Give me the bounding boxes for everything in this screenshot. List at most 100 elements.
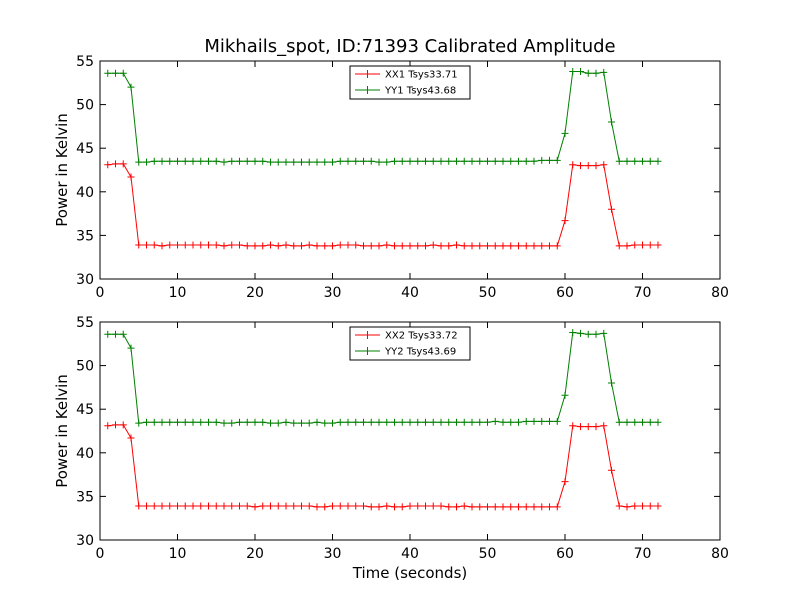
bottom-x-tick-label-8: 80: [711, 546, 729, 562]
top-series-0-point-55: [530, 242, 538, 250]
top-series-1-point-52: [507, 157, 515, 165]
top-series-0-point-23: [282, 241, 290, 249]
top-series-0-point-60: [569, 161, 577, 169]
top-x-tick-label-6: 60: [556, 285, 574, 301]
top-series-0-point-57: [546, 242, 553, 250]
top-series-1-point-44: [445, 157, 453, 165]
top-series-0-point-53: [515, 242, 522, 250]
top-series-1-point-51: [499, 157, 507, 165]
bottom-series-0-point-68: [631, 502, 639, 510]
top-series-1-point-41: [422, 157, 429, 165]
bottom-series-1-point-20: [259, 418, 267, 426]
top-x-tick-label-1: 10: [169, 285, 187, 301]
bottom-series-1-point-16: [228, 419, 236, 427]
top-series-1-point-6: [150, 157, 158, 165]
bottom-x-tick-label-5: 50: [479, 546, 497, 562]
bottom-series-0-point-70: [646, 502, 654, 510]
bottom-series-0-point-38: [398, 503, 406, 511]
top-series-0-point-45: [453, 241, 460, 249]
bottom-series-1-point-24: [290, 419, 298, 427]
bottom-series-0-point-65: [608, 466, 615, 474]
top-series-0-point-28: [321, 242, 329, 250]
bottom-series-1-point-43: [437, 418, 445, 426]
top-series-0-point-10: [181, 241, 189, 249]
top-series-0-point-14: [212, 241, 220, 249]
bottom-series-1-point-25: [298, 419, 305, 427]
top-series-0-point-16: [228, 241, 236, 249]
top-series-0-point-2: [119, 160, 127, 168]
bottom-y-tick-label-5: 55: [76, 315, 94, 331]
bottom-series-0-point-9: [174, 502, 181, 510]
top-series-1-point-21: [267, 158, 274, 166]
top-series-1-point-35: [375, 158, 383, 166]
top-series-1-point-63: [592, 69, 600, 77]
top-series-1-point-1: [112, 69, 119, 77]
bottom-series-0-point-24: [290, 502, 298, 510]
top-ticks: 0 10 20 30 40 50 60 70 80 30 35 40 45 50 55: [76, 54, 729, 301]
top-series-1-point-54: [522, 157, 530, 165]
top-series-1-point-71: [654, 157, 662, 165]
top-x-tick-label-0: 0: [96, 285, 105, 301]
top-series-1-point-11: [189, 157, 197, 165]
bottom-series-0-point-51: [499, 503, 507, 511]
top-series-1-point-33: [360, 157, 367, 165]
bottom-series-1-point-12: [197, 418, 205, 426]
bottom-series-1-point-69: [639, 418, 646, 426]
bottom-series-1-point-67: [623, 418, 631, 426]
top-x-tick-label-2: 20: [246, 285, 264, 301]
top-series-0-point-42: [429, 241, 437, 249]
top-series-1-point-37: [391, 157, 398, 165]
top-series-1-point-66: [615, 157, 623, 165]
bottom-series-0-point-5: [143, 502, 150, 510]
bottom-series-1-point-39: [406, 418, 414, 426]
bottom-series-0-point-52: [507, 503, 515, 511]
top-series-0-point-36: [383, 241, 391, 249]
bottom-series-0-point-34: [367, 503, 375, 511]
bottom-series-0-point-42: [429, 502, 437, 510]
bottom-series-1-point-34: [367, 418, 375, 426]
top-series-0-point-5: [143, 241, 150, 249]
bottom-series-1-point-46: [460, 418, 468, 426]
bottom-series-0-point-2: [119, 421, 127, 429]
bottom-legend: XX2 Tsys33.72 YY2 Tsys43.69: [349, 326, 471, 361]
top-series-0-point-4: [135, 241, 143, 249]
bottom-series-1-point-71: [654, 418, 662, 426]
bottom-series-0-point-22: [274, 502, 282, 510]
bottom-y-axis-label: Power in Kelvin: [53, 374, 71, 488]
top-series-1-point-26: [305, 158, 313, 166]
bottom-series-1-point-4: [135, 419, 143, 427]
top-series-0-point-71: [654, 241, 662, 249]
top-series-1-point-59: [561, 129, 569, 137]
top-series-0-point-34: [367, 242, 375, 250]
top-series-1-point-43: [437, 157, 445, 165]
bottom-series-0-point-13: [205, 502, 212, 510]
top-series-0-point-50: [491, 242, 499, 250]
top-series-0-point-54: [522, 242, 530, 250]
top-x-tick-label-8: 80: [711, 285, 729, 301]
top-series-0-point-30: [336, 241, 344, 249]
bottom-series-0-point-37: [391, 503, 398, 511]
top-series-1-point-4: [135, 158, 143, 166]
bottom-series-0-point-1: [112, 421, 119, 429]
top-series-0-point-62: [584, 162, 592, 170]
top-series-1-point-3: [127, 83, 135, 91]
bottom-series-1-point-21: [267, 419, 274, 427]
bottom-series-1-point-47: [468, 418, 476, 426]
top-series-1-point-9: [174, 157, 181, 165]
top-series-1-point-32: [352, 157, 360, 165]
bottom-plot-frame: [99, 321, 721, 541]
top-legend-label-yy1: YY1 Tsys43.68: [384, 86, 456, 97]
bottom-series-1-point-48: [476, 418, 484, 426]
bottom-series-1-point-1: [112, 330, 119, 338]
top-series-1-point-50: [491, 157, 499, 165]
top-series-1-point-69: [639, 157, 646, 165]
top-series-0-point-44: [445, 242, 453, 250]
top-series-1-point-28: [321, 158, 329, 166]
top-series-markers: [104, 67, 662, 250]
bottom-series-0-point-10: [181, 502, 189, 510]
bottom-series-0-point-29: [329, 502, 336, 510]
bottom-series-1-point-70: [646, 418, 654, 426]
top-series-1-point-39: [406, 157, 414, 165]
top-series-1-point-16: [228, 157, 236, 165]
top-series-1-point-18: [243, 157, 251, 165]
